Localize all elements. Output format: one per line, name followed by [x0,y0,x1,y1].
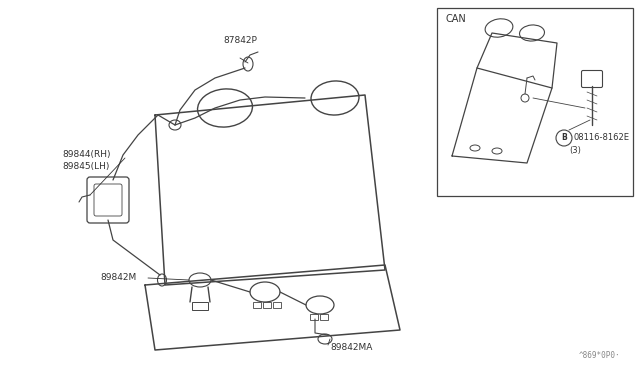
Text: 89844(RH): 89844(RH) [62,151,111,160]
Bar [320,314,328,320]
Bar [192,302,208,310]
Text: CAN: CAN [445,14,466,24]
Bar [263,302,271,308]
Bar [310,314,318,320]
Text: 89845(LH): 89845(LH) [62,163,109,171]
Text: 89842MA: 89842MA [330,343,372,353]
Text: 89842M: 89842M [100,273,136,282]
Bar [273,302,281,308]
Text: (3): (3) [569,147,581,155]
Text: 08116-8162E: 08116-8162E [574,134,630,142]
Text: 87842P: 87842P [223,36,257,45]
Bar [253,302,261,308]
Text: B: B [561,134,567,142]
Bar [437,8,633,196]
Text: ^869*0P0·: ^869*0P0· [579,351,620,360]
